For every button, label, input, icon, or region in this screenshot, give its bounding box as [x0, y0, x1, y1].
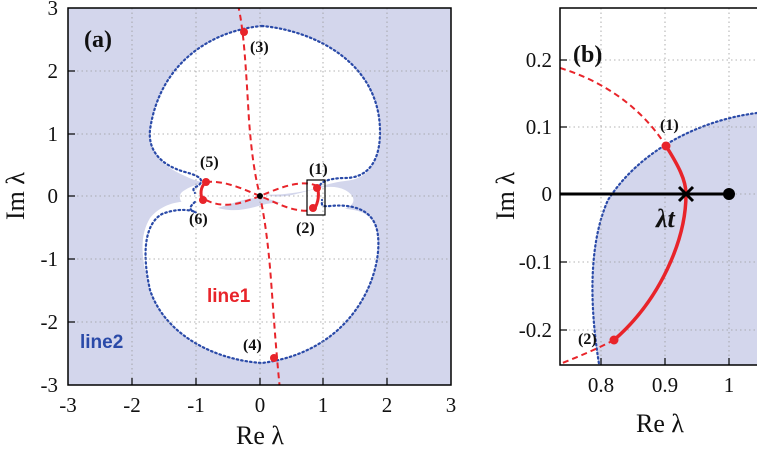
panel-a-unstable-region-mid	[179, 182, 354, 213]
panel-a-x-axis-label: Re λ	[236, 421, 284, 450]
x-tick-label: 2	[382, 393, 393, 417]
panel-b-frame	[559, 7, 757, 366]
point-4	[270, 354, 278, 362]
y-tick-label: -3	[41, 373, 59, 397]
lambda-t-cross	[677, 185, 695, 203]
x-tick-label: -1	[187, 393, 205, 417]
x-tick-label: 0	[255, 393, 266, 417]
point-3-label: (3)	[250, 39, 269, 56]
panel-b-point-1	[661, 141, 671, 151]
series-line2-label: line2	[80, 332, 123, 353]
panel-b-y-axis-label: Im λ	[491, 172, 520, 220]
panel-b-label: (b)	[573, 42, 602, 68]
x-tick-label: -2	[123, 393, 141, 417]
panel-b-point-2	[609, 335, 619, 345]
y-tick-label: 3	[48, 0, 59, 20]
x-tick-label: -3	[59, 393, 77, 417]
panel-b-x-axis-label: Re λ	[636, 409, 684, 438]
point-5-label: (5)	[200, 154, 219, 171]
x-tick-label: 3	[446, 393, 457, 417]
panel-a-y-axis-label: Im λ	[1, 172, 30, 220]
panel-b-point-2-label: (2)	[578, 331, 597, 348]
panel-b-line1-dashed-bottom	[560, 339, 615, 365]
point-3	[240, 28, 248, 36]
y-tick-label: 0.1	[526, 115, 552, 139]
panel-b: (1) (2) λt (b) 0.8 0.9 1 0.2 0.1 0 -0.1 …	[491, 7, 757, 438]
origin-point	[257, 193, 263, 199]
y-tick-label: -0.2	[519, 318, 552, 342]
y-tick-label: 2	[48, 59, 59, 83]
y-tick-label: 1	[48, 122, 59, 146]
point-2	[309, 204, 317, 212]
point-2-label: (2)	[296, 220, 315, 237]
panel-b-point-one	[723, 188, 735, 200]
panel-b-line1-dashed-top	[560, 67, 667, 147]
x-tick-label: 1	[724, 373, 735, 397]
point-6	[199, 196, 207, 204]
panel-b-line2	[591, 111, 757, 365]
panel-a-tick-marks	[68, 70, 388, 385]
panel-a: (1) (2) (3) (4) (5) (6) line1 line2 (a) …	[1, 0, 456, 450]
x-tick-label: 1	[318, 393, 329, 417]
lambda-t-label: λt	[655, 204, 676, 233]
panel-a-unstable-region-lower	[142, 201, 379, 363]
panel-a-x-tick-labels: -3 -2 -1 0 1 2 3	[59, 393, 456, 417]
panel-b-point-1-label: (1)	[660, 117, 679, 134]
y-tick-label: -1	[41, 247, 59, 271]
y-tick-label: 0	[48, 184, 59, 208]
panel-b-tick-marks	[560, 59, 730, 365]
y-tick-label: 0.2	[526, 48, 552, 72]
point-4-label: (4)	[243, 337, 262, 354]
panel-b-x-tick-labels: 0.8 0.9 1	[588, 373, 734, 397]
panel-b-y-tick-labels: 0.2 0.1 0 -0.1 -0.2	[519, 48, 552, 342]
point-1	[313, 184, 321, 192]
series-line2	[144, 24, 382, 365]
point-1-label: (1)	[309, 161, 328, 178]
panel-a-unstable-region	[149, 26, 380, 195]
panel-a-y-tick-labels: -3 -2 -1 0 1 2 3	[41, 0, 59, 397]
panel-a-grid	[68, 8, 451, 385]
zoom-box	[306, 179, 326, 216]
series-line1-label: line1	[207, 286, 251, 307]
y-tick-label: 0	[542, 182, 553, 206]
x-tick-label: 0.8	[588, 373, 614, 397]
y-tick-label: -0.1	[519, 250, 552, 274]
x-tick-label: 0.9	[652, 373, 678, 397]
panel-b-stable-region	[592, 113, 757, 365]
point-6-label: (6)	[189, 211, 208, 228]
panel-a-label: (a)	[84, 27, 112, 53]
panel-b-line1-solid	[612, 145, 688, 342]
y-tick-label: -2	[41, 310, 59, 334]
point-5	[202, 178, 210, 186]
